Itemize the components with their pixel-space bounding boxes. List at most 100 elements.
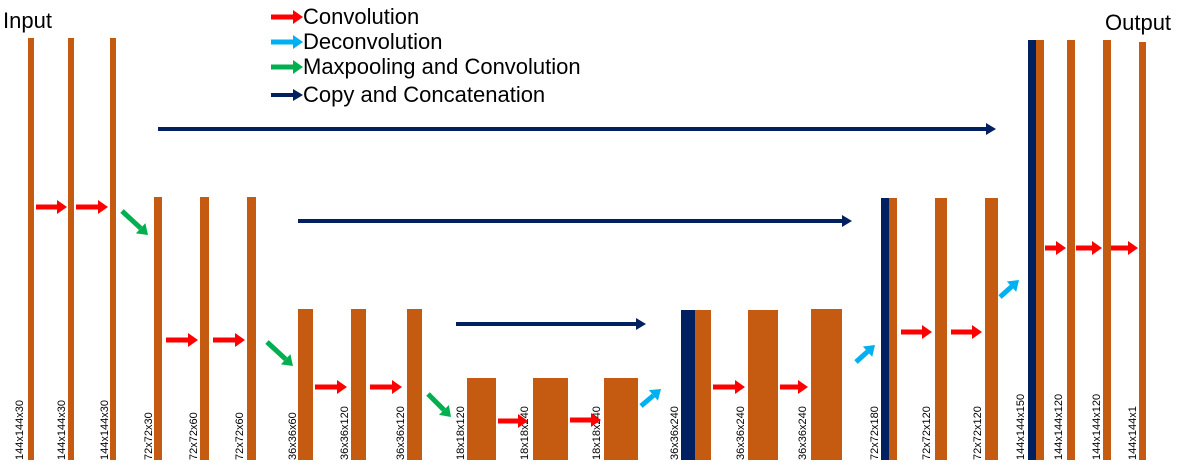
legend: Convolution Deconvolution Maxpooling and… bbox=[271, 4, 581, 107]
convolution-arrow-icon bbox=[713, 380, 745, 394]
dim-label-17: 72x72x120 bbox=[921, 406, 933, 460]
convolution-arrow-icon bbox=[166, 333, 198, 347]
feature-map-36x36x120-a bbox=[351, 309, 366, 460]
convolution-arrow-icon bbox=[951, 325, 982, 339]
dim-label-14: 36x36x240 bbox=[735, 406, 747, 460]
dim-label-22: 144x144x1 bbox=[1127, 406, 1139, 460]
concat-block-144x144x150 bbox=[1028, 40, 1036, 460]
arrow-head bbox=[735, 380, 745, 394]
feature-map-72x72x180 bbox=[889, 198, 897, 460]
arrow-head bbox=[235, 333, 245, 347]
feature-map-144x144x1 bbox=[1139, 42, 1146, 460]
arrow-head bbox=[293, 35, 303, 49]
copy-arrow-icon bbox=[271, 89, 303, 101]
arrow-head bbox=[798, 380, 808, 394]
arrow-head bbox=[518, 414, 528, 428]
arrow-head bbox=[862, 345, 875, 357]
dim-label-3: 144x144x30 bbox=[99, 400, 111, 460]
arrow-head bbox=[98, 200, 108, 214]
dim-label-9: 36x36x120 bbox=[395, 406, 407, 460]
arrow-head bbox=[1128, 241, 1138, 255]
arrow-head bbox=[293, 89, 303, 101]
feature-map-36x36x120-b bbox=[407, 309, 422, 460]
dim-label-11: 18x18x240 bbox=[519, 406, 531, 460]
arrow-head bbox=[293, 60, 303, 74]
convolution-arrow-icon bbox=[271, 10, 303, 24]
arrow-head bbox=[922, 325, 932, 339]
legend-item-copy: Copy and Concatenation bbox=[271, 82, 545, 107]
arrow-head bbox=[135, 223, 148, 235]
feature-map-36x36x240-a bbox=[695, 310, 711, 460]
convolution-arrow-icon bbox=[76, 200, 108, 214]
feature-map-18x18x240-a bbox=[533, 378, 568, 460]
arrow-shaft bbox=[854, 349, 870, 364]
skip-connection-arrow-icon bbox=[456, 318, 646, 330]
arrow-shaft bbox=[426, 392, 446, 412]
legend-label-maxpooling: Maxpooling and Convolution bbox=[303, 54, 581, 79]
arrow-head bbox=[972, 325, 982, 339]
deconvolution-arrow-icon bbox=[639, 389, 661, 408]
dimension-labels: 144x144x30 144x144x30 144x144x30 72x72x3… bbox=[14, 394, 1139, 460]
dim-label-12: 18x18x240 bbox=[591, 406, 603, 460]
arrow-head bbox=[392, 380, 402, 394]
dim-label-2: 144x144x30 bbox=[56, 400, 68, 460]
convolution-arrow-icon bbox=[498, 414, 528, 428]
arrow-head bbox=[1056, 241, 1066, 255]
legend-item-maxpooling: Maxpooling and Convolution bbox=[271, 54, 581, 79]
deconvolution-arrow-icon bbox=[854, 345, 875, 364]
feature-map-18x18x240-b bbox=[604, 378, 638, 460]
convolution-arrow-icon bbox=[1111, 241, 1138, 255]
legend-item-convolution: Convolution bbox=[271, 4, 419, 29]
dim-label-18: 72x72x120 bbox=[972, 406, 984, 460]
convolution-arrow-icon bbox=[1045, 241, 1066, 255]
arrow-head bbox=[293, 10, 303, 24]
arrow-shaft bbox=[639, 393, 655, 408]
feature-map-72x72x120-b bbox=[985, 198, 998, 460]
skip-connection-arrow-icon bbox=[298, 215, 852, 227]
arrow-shaft bbox=[120, 209, 143, 231]
convolution-arrow-icon bbox=[780, 380, 808, 394]
feature-map-72x72x60-a bbox=[200, 197, 209, 460]
dim-label-4: 72x72x30 bbox=[143, 412, 155, 460]
arrow-head bbox=[636, 318, 646, 330]
convolution-arrow-icon bbox=[1076, 241, 1102, 255]
deconvolution-arrow-icon bbox=[271, 35, 303, 49]
convolution-arrow-icon bbox=[570, 413, 601, 427]
maxpooling-arrow-icon bbox=[265, 340, 293, 366]
dim-label-13: 36x36x240 bbox=[669, 406, 681, 460]
input-label: Input bbox=[3, 8, 52, 33]
arrow-head bbox=[648, 389, 661, 401]
dim-label-20: 144x144x120 bbox=[1053, 394, 1065, 460]
feature-map-36x36x60 bbox=[298, 309, 313, 460]
arrow-shaft bbox=[998, 284, 1014, 299]
feature-map-144x144x120-b bbox=[1103, 40, 1111, 460]
dim-label-15: 36x36x240 bbox=[797, 406, 809, 460]
maxpooling-arrow-icon bbox=[120, 209, 148, 235]
arrow-head bbox=[1006, 280, 1019, 292]
dim-label-1: 144x144x30 bbox=[14, 400, 26, 460]
arrow-head bbox=[986, 123, 996, 135]
dim-label-10: 18x18x120 bbox=[455, 406, 467, 460]
dim-label-8: 36x36x120 bbox=[339, 406, 351, 460]
dim-label-6: 72x72x60 bbox=[234, 412, 246, 460]
skip-connection-arrow-icon bbox=[158, 123, 996, 135]
feature-map-144x144x30-c bbox=[110, 38, 116, 460]
feature-map-144x144x30-b bbox=[68, 38, 74, 460]
output-label: Output bbox=[1105, 10, 1171, 35]
arrow-head bbox=[1092, 241, 1102, 255]
arrow-shaft bbox=[265, 340, 288, 362]
dim-label-5: 72x72x60 bbox=[188, 412, 200, 460]
arrow-head bbox=[280, 354, 293, 366]
maxpooling-arrow-icon bbox=[426, 392, 451, 417]
convolution-arrow-icon bbox=[315, 380, 347, 394]
arrow-head bbox=[842, 215, 852, 227]
deconvolution-arrow-icon bbox=[998, 280, 1019, 299]
feature-map-72x72x30 bbox=[154, 197, 162, 460]
operation-arrows bbox=[36, 123, 1138, 428]
arrow-head bbox=[438, 404, 451, 417]
arrow-head bbox=[57, 200, 67, 214]
dim-label-16: 72x72x180 bbox=[869, 406, 881, 460]
feature-map-72x72x120-a bbox=[935, 198, 947, 460]
feature-map-144x144x30-a bbox=[28, 38, 34, 460]
